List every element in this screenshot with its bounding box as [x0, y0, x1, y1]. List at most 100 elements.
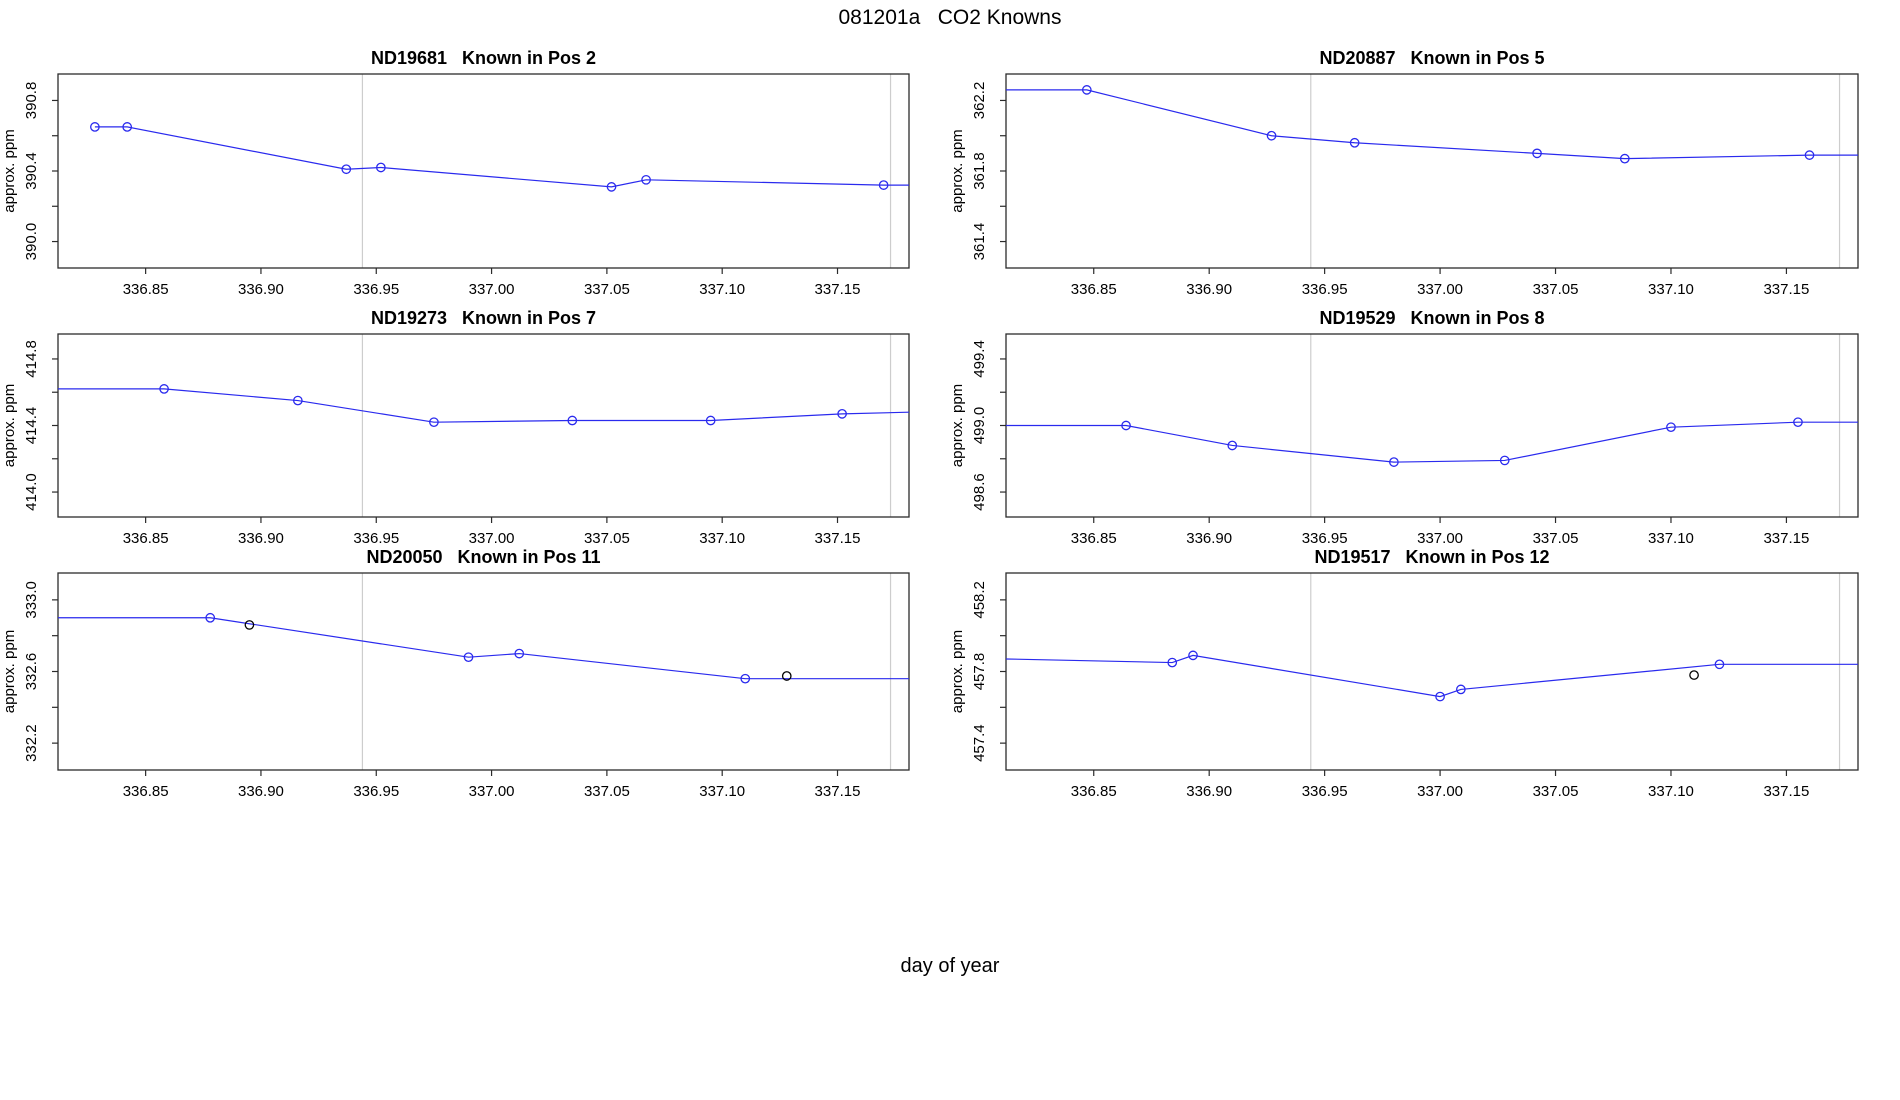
data-point-black: [1689, 670, 1699, 680]
x-tick-label: 337.10: [1648, 281, 1694, 298]
x-tick-label: 336.90: [1186, 530, 1232, 547]
data-point: [1714, 659, 1725, 670]
x-tick-label: 336.90: [238, 783, 284, 800]
x-tick-label: 337.00: [469, 281, 515, 298]
data-point: [90, 122, 100, 132]
data-point: [376, 162, 386, 173]
data-point: [837, 409, 847, 419]
x-tick-label: 336.95: [1302, 783, 1348, 800]
data-point: [567, 415, 578, 426]
y-tick-label: 390.8: [23, 82, 40, 120]
data-line: [1006, 421, 1858, 463]
x-tick-label: 336.95: [353, 783, 399, 800]
y-axis-title: approx. ppm: [1, 129, 18, 212]
data-point: [1188, 650, 1198, 661]
data-point: [292, 395, 303, 406]
data-point: [1121, 420, 1131, 431]
y-tick-label: 499.4: [971, 340, 988, 378]
subplot-nd19273: ND19273 Known in Pos 7 336.85 336.90 336.95…: [1, 308, 910, 547]
subplot-nd20887: ND20887 Known in Pos 5 336.85 336.90 336.95…: [949, 48, 1859, 298]
data-point: [1532, 148, 1542, 159]
x-tick-label: 337.15: [815, 281, 861, 298]
subplot-nd19681: ND19681 Known in Pos 2 336.85 336.90 336.95…: [1, 48, 910, 298]
data-point: [429, 417, 439, 428]
x-tick-label: 337.15: [1763, 281, 1809, 298]
x-tick-label: 337.10: [699, 281, 745, 298]
data-point: [1666, 422, 1676, 433]
subplot-title: ND19529 Known in Pos 8: [1319, 308, 1544, 328]
subplot-title: ND19273 Known in Pos 7: [371, 308, 596, 328]
x-tick-label: 337.00: [469, 783, 515, 800]
y-tick-label: 362.2: [971, 82, 988, 120]
data-point: [205, 612, 216, 623]
data-point: [1389, 457, 1399, 467]
y-tick-label: 390.4: [23, 152, 40, 190]
y-tick-label: 457.4: [971, 724, 988, 762]
x-tick-label: 337.05: [1533, 530, 1579, 547]
data-point: [740, 673, 751, 684]
data-point: [1081, 85, 1092, 95]
y-tick-label: 498.6: [971, 473, 988, 511]
data-point-black: [781, 671, 792, 681]
data-point: [159, 384, 169, 394]
x-axis-label: day of year: [901, 955, 1000, 977]
x-tick-label: 336.85: [1071, 783, 1117, 800]
x-tick-label: 337.10: [699, 530, 745, 547]
x-tick-label: 337.05: [1533, 783, 1579, 800]
data-line: [1006, 89, 1858, 160]
y-tick-label: 361.4: [971, 223, 988, 261]
x-tick-label: 337.15: [1763, 530, 1809, 547]
x-tick-label: 336.95: [353, 530, 399, 547]
x-tick-label: 336.95: [1302, 281, 1348, 298]
x-tick-label: 336.90: [1186, 281, 1232, 298]
x-tick-label: 336.90: [238, 281, 284, 298]
y-tick-label: 332.2: [23, 724, 40, 762]
y-tick-label: 499.0: [971, 407, 988, 445]
y-tick-label: 457.8: [971, 653, 988, 691]
x-tick-label: 337.15: [815, 783, 861, 800]
x-tick-label: 337.05: [584, 281, 630, 298]
x-tick-label: 336.85: [123, 281, 169, 298]
plot-box: [57, 73, 910, 269]
data-point: [341, 164, 352, 175]
y-tick-label: 458.2: [971, 581, 988, 619]
x-tick-label: 336.90: [238, 530, 284, 547]
data-point: [514, 648, 525, 659]
plot-box: [57, 333, 910, 518]
subplot-nd19529: ND19529 Known in Pos 8 336.85 336.90 336.95…: [949, 308, 1859, 547]
data-point: [1456, 684, 1466, 695]
data-point: [878, 180, 889, 190]
data-line: [1005, 654, 1858, 698]
y-tick-label: 332.6: [23, 653, 40, 691]
y-tick-label: 390.0: [23, 223, 40, 261]
figure-title: 081201a CO2 Knowns: [839, 6, 1062, 29]
plot-box: [1005, 333, 1859, 518]
data-point: [1349, 137, 1360, 148]
x-tick-label: 337.05: [584, 530, 630, 547]
x-tick-label: 336.95: [353, 281, 399, 298]
subplot-grid: ND19681 Known in Pos 2 336.85 336.90 336.95…: [1, 48, 1859, 800]
data-point: [641, 174, 651, 185]
data-point: [606, 182, 617, 192]
y-axis-title: approx. ppm: [949, 129, 966, 212]
subplot-nd19517: ND19517 Known in Pos 12 336.85 336.90 336.9…: [949, 547, 1859, 800]
plot-box: [57, 572, 910, 771]
x-tick-label: 336.95: [1302, 530, 1348, 547]
y-tick-label: 414.8: [23, 340, 40, 378]
y-axis-title: approx. ppm: [949, 630, 966, 713]
data-point: [1793, 417, 1803, 428]
x-tick-label: 337.05: [1533, 281, 1579, 298]
subplot-title: ND19681 Known in Pos 2: [371, 48, 596, 68]
x-tick-label: 337.10: [1648, 783, 1694, 800]
data-point: [1619, 153, 1630, 164]
x-tick-label: 337.05: [584, 783, 630, 800]
x-tick-label: 337.15: [1763, 783, 1809, 800]
data-line: [58, 617, 909, 680]
y-tick-label: 414.4: [23, 407, 40, 445]
y-tick-label: 333.0: [23, 581, 40, 619]
x-tick-label: 337.00: [1417, 530, 1463, 547]
data-line: [58, 388, 910, 423]
data-point: [1499, 455, 1510, 466]
plot-box: [1005, 73, 1859, 269]
